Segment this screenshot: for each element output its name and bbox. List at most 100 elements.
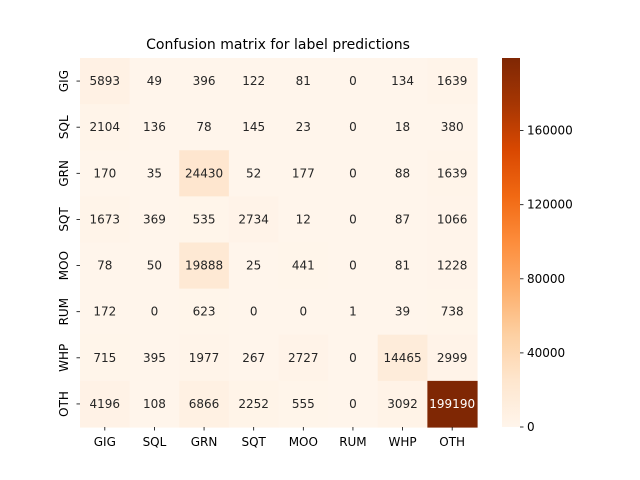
- heatmap-cell: [129, 58, 180, 105]
- chart-title: Confusion matrix for label predictions: [146, 37, 410, 53]
- y-axis-ticks: GIG SQL GRN SQT MOO RUM WHP OTH: [57, 70, 80, 417]
- cell-value-label: 87: [395, 212, 410, 226]
- heatmap-cell: [427, 334, 478, 382]
- heatmap-cell: [377, 58, 428, 105]
- heatmap-cell: [80, 380, 131, 428]
- heatmap-cell: [129, 288, 180, 336]
- cell-value-label: 0: [349, 74, 357, 88]
- y-tick-label: RUM: [57, 298, 71, 325]
- cell-value-label: 1066: [437, 212, 468, 226]
- y-tick-label: GIG: [57, 70, 71, 92]
- heatmap-cell: [328, 104, 379, 151]
- cell-value-label: 369: [143, 212, 166, 226]
- heatmap-cell: [228, 380, 280, 428]
- y-tick-label: GRN: [57, 160, 71, 187]
- heatmap-cell: [278, 380, 329, 428]
- cell-value-label: 555: [292, 397, 315, 411]
- cell-value-label: 2734: [238, 212, 269, 226]
- cell-value-label: 738: [441, 305, 464, 319]
- heatmap-cell: [278, 58, 329, 105]
- cell-value-label: 23: [296, 120, 311, 134]
- heatmap-cell: [377, 196, 428, 244]
- cell-value-label: 0: [349, 166, 357, 180]
- heatmap-cell: [129, 380, 180, 428]
- cell-value-label: 19888: [185, 259, 223, 273]
- heatmap-cell: [129, 196, 180, 244]
- cell-value-label: 78: [97, 259, 112, 273]
- cell-value-label: 395: [143, 351, 166, 365]
- cell-value-label: 24430: [185, 166, 223, 180]
- cell-value-label: 6866: [189, 397, 220, 411]
- x-tick-label: GRN: [191, 435, 218, 449]
- heatmap-cell: [328, 242, 379, 290]
- cell-value-label: 715: [93, 351, 116, 365]
- x-tick-label: SQL: [143, 435, 167, 449]
- colorbar-tick-label: 160000: [527, 124, 573, 138]
- cell-value-label: 81: [296, 74, 311, 88]
- cell-value-label: 1228: [437, 259, 468, 273]
- cell-value-label: 52: [246, 166, 261, 180]
- cell-value-label: 0: [349, 351, 357, 365]
- heatmap-cell: [377, 242, 428, 290]
- cell-value-label: 0: [349, 397, 357, 411]
- cell-value-label: 25: [246, 259, 261, 273]
- cell-value-label: 39: [395, 305, 410, 319]
- colorbar-tick-label: 0: [527, 420, 535, 434]
- x-tick-label: SQT: [241, 435, 266, 449]
- cell-value-label: 3092: [387, 397, 418, 411]
- cell-value-label: 18: [395, 120, 410, 134]
- x-axis-ticks: GIG SQL GRN SQT MOO RUM WHP OTH: [94, 427, 465, 449]
- heatmap-cell: [129, 242, 180, 290]
- heatmap-cell: [80, 150, 131, 197]
- heatmap-cell: [80, 242, 131, 290]
- colorbar: [502, 58, 520, 427]
- heatmap-cell: [427, 242, 478, 290]
- cell-value-label: 12: [296, 212, 311, 226]
- heatmap-cell: [278, 196, 329, 244]
- cell-value-label: 136: [143, 120, 166, 134]
- cell-value-label: 2252: [238, 397, 269, 411]
- cell-value-label: 81: [395, 259, 410, 273]
- cell-value-label: 5893: [90, 74, 121, 88]
- heatmap-cell: [129, 150, 180, 197]
- heatmap-cell: [228, 104, 280, 151]
- heatmap-cell: [129, 334, 180, 382]
- heatmap-cell: [179, 150, 230, 197]
- cell-value-label: 2999: [437, 351, 468, 365]
- heatmap-cell: [80, 288, 131, 336]
- heatmap-cell: [80, 58, 131, 105]
- cell-value-label: 1: [349, 305, 357, 319]
- heatmap-cell: [80, 334, 131, 382]
- heatmap-cell: [377, 288, 428, 336]
- cell-value-label: 1977: [189, 351, 220, 365]
- cell-value-label: 122: [242, 74, 265, 88]
- cell-value-label: 0: [151, 305, 159, 319]
- heatmap-cell: [278, 288, 329, 336]
- colorbar-tick-label: 120000: [527, 198, 573, 212]
- cell-value-label: 0: [250, 305, 258, 319]
- heatmap-cell: [179, 196, 230, 244]
- heatmap-cell: [377, 150, 428, 197]
- heatmap-cell: [228, 150, 280, 197]
- cell-value-label: 267: [242, 351, 265, 365]
- cell-value-label: 0: [349, 120, 357, 134]
- cell-value-label: 145: [242, 120, 265, 134]
- colorbar-ticks: 0 40000 80000 120000 160000: [520, 124, 573, 434]
- heatmap-cell: [427, 288, 478, 336]
- x-tick-label: OTH: [439, 435, 465, 449]
- cell-value-label: 78: [196, 120, 211, 134]
- cell-value-label: 170: [93, 166, 116, 180]
- cell-value-label: 172: [93, 305, 116, 319]
- y-tick-label: SQT: [57, 207, 71, 232]
- cell-value-label: 535: [193, 212, 216, 226]
- cell-value-label: 35: [147, 166, 162, 180]
- cell-value-label: 0: [349, 212, 357, 226]
- cell-value-label: 1673: [90, 212, 121, 226]
- cell-value-label: 2104: [90, 120, 121, 134]
- heatmap-cell: [377, 104, 428, 151]
- heatmap-cell: [179, 380, 230, 428]
- cell-value-label: 49: [147, 74, 162, 88]
- heatmap-cell: [427, 380, 478, 428]
- y-tick-label: SQL: [57, 115, 71, 139]
